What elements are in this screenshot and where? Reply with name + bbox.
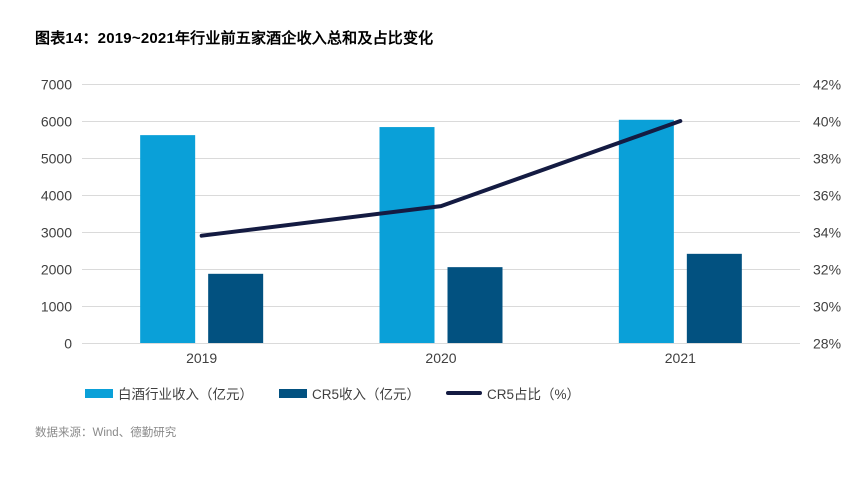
legend-swatch-industry-revenue	[85, 388, 113, 398]
x-axis-label-2019: 2019	[186, 350, 217, 366]
legend-item-cr5-revenue: CR5收入（亿元）	[279, 383, 420, 403]
y-axis-right-tick-label: 42%	[813, 77, 841, 93]
legend-item-industry-revenue: 白酒行业收入（亿元）	[85, 383, 253, 403]
y-axis-left-tick-label: 3000	[41, 225, 72, 241]
y-axis-right-tick-label: 32%	[813, 262, 841, 278]
chart-legend: 白酒行业收入（亿元） CR5收入（亿元） CR5占比（%）	[85, 383, 580, 403]
bar-industry-revenue-2019	[140, 135, 196, 343]
y-axis-right-tick-label: 28%	[813, 336, 841, 352]
x-axis-label-2020: 2020	[425, 350, 456, 366]
y-axis-left-tick-label: 0	[64, 336, 72, 352]
bar-cr5-revenue-2021	[686, 253, 742, 343]
chart-title: 图表14：2019~2021年行业前五家酒企收入总和及占比变化	[35, 30, 434, 47]
legend-swatch-cr5-revenue	[279, 388, 307, 398]
y-axis-left-tick-label: 7000	[41, 77, 72, 93]
legend-item-cr5-share: CR5占比（%）	[446, 383, 580, 403]
y-axis-right-tick-label: 34%	[813, 225, 841, 241]
x-axis-label-2021: 2021	[665, 350, 696, 366]
legend-label-cr5-share: CR5占比（%）	[487, 387, 581, 402]
y-axis-left-tick-label: 1000	[41, 299, 72, 315]
y-axis-left-tick-label: 2000	[41, 262, 72, 278]
y-axis-right-tick-label: 36%	[813, 188, 841, 204]
bar-industry-revenue-2021	[618, 119, 674, 344]
y-axis-right-tick-label: 38%	[813, 151, 841, 167]
cr5-share-line	[199, 119, 683, 238]
legend-label-cr5-revenue: CR5收入（亿元）	[312, 387, 421, 402]
bar-cr5-revenue-2020	[447, 267, 503, 343]
legend-swatch-cr5-share-line	[446, 391, 483, 395]
y-axis-left-tick-label: 5000	[41, 151, 72, 167]
y-axis-left-tick-label: 6000	[41, 114, 72, 130]
y-axis-right-tick-label: 30%	[813, 299, 841, 315]
y-axis-left-tick-label: 4000	[41, 188, 72, 204]
data-source-note: 数据来源：Wind、德勤研究	[35, 427, 177, 439]
y-axis-right-tick-label: 40%	[813, 114, 841, 130]
legend-label-industry-revenue: 白酒行业收入（亿元）	[118, 387, 253, 402]
bar-cr5-revenue-2019	[208, 273, 264, 343]
bar-industry-revenue-2020	[379, 127, 435, 344]
